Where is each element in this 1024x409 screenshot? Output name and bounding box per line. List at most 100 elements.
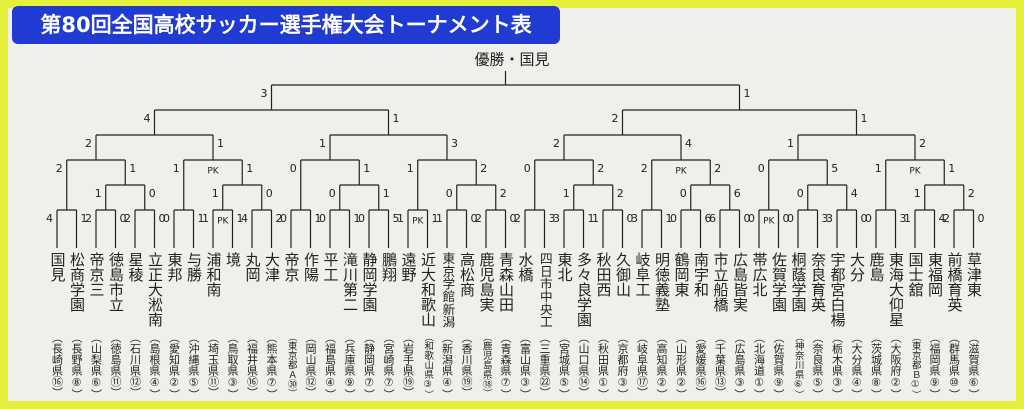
team-name: 立正大淞南 [146,252,164,327]
team-region: （和歌山県③） [422,332,434,400]
score: 1 [436,212,443,225]
team-name: 多々良学園 [575,252,593,327]
team-name: 東福岡 [926,252,944,297]
score: 6 [705,212,712,225]
team-region: （秋田県①） [596,332,610,400]
score: 1 [914,187,921,200]
team-name: 南宇和 [692,252,710,297]
score: 4 [685,137,692,150]
team-name: 星稜 [126,252,145,282]
team-name: 草津東 [965,252,983,297]
pk-label: PK [217,217,229,227]
team-name: 市立船橋 [711,252,730,312]
pk-label: PK [763,217,775,227]
team-name: 奈良育英 [809,252,827,312]
pk-label: PK [207,167,219,177]
team-region: （長野県⑧） [70,332,83,400]
team-name: 桐蔭学園 [789,252,808,312]
score: 2 [612,112,619,125]
team-name: 帝京三 [87,252,106,297]
score: 0 [329,187,336,200]
team-region: （千葉県⑬） [713,332,727,398]
score: 1 [129,162,136,175]
score: 2 [617,187,624,200]
score: 1 [393,112,400,125]
score: 4 [241,212,248,225]
pk-label: PK [412,217,424,227]
team-region: （福島県④） [323,332,337,400]
team-name: 浦和南 [204,252,223,297]
score: 0 [524,162,531,175]
team-region: （山口県⑭） [577,332,590,398]
team-region: （大分県④） [850,332,863,400]
team-region: （鳥取県③） [226,332,239,400]
score: 1 [246,162,253,175]
score: 6 [709,212,716,225]
score: 1 [173,162,180,175]
score: 2 [475,212,482,225]
score: 0 [159,212,166,225]
team-name: 作陽 [302,252,320,282]
score: 5 [393,212,400,225]
team-name: 水橋 [516,252,535,282]
team-name: 東京学館新潟 [440,252,456,328]
score: 2 [968,187,975,200]
score: 1 [666,212,673,225]
score: 0 [149,187,156,200]
score: 1 [397,212,404,225]
score: 3 [549,212,556,225]
score: 3 [631,212,638,225]
team-region: （熊本県⑦） [265,332,278,400]
team-region: （徳島県⑪） [109,332,122,398]
score: 1 [217,137,224,150]
score: 2 [514,212,521,225]
team-region: （奈良県⑤） [811,332,824,400]
score: 4 [46,212,53,225]
score: 1 [861,112,868,125]
score: 0 [797,187,804,200]
team-name: 鶴岡東 [672,252,691,297]
team-region: （静岡県⑦） [362,332,376,400]
team-region: （富山県③） [518,332,532,400]
team-region: （愛媛県⑯） [694,332,707,398]
score: 3 [822,212,829,225]
team-region: （高知県②） [655,332,668,400]
score: 0 [865,212,872,225]
score: 1 [904,212,911,225]
score: 0 [783,212,790,225]
team-name: 久御山 [614,252,632,297]
team-name: 宇都宮白楊 [828,252,847,327]
score: 4 [939,212,946,225]
score: 1 [198,212,205,225]
score: 1 [237,212,244,225]
team-region: （大阪府②） [889,332,902,400]
score: 4 [851,187,858,200]
score: 0 [670,212,677,225]
score: 2 [943,212,950,225]
team-name: 秋田西 [594,252,613,297]
team-region: （茨城県⑧） [869,332,883,400]
team-name: 大津 [263,252,281,282]
team-name: 丸岡 [243,252,262,282]
champion: 優勝・国見 [474,51,549,69]
team-region: （福井県⑯） [245,332,259,398]
team-name: 鵬翔 [380,252,398,282]
team-name: 平工 [321,252,340,282]
team-name: 国見 [48,252,67,282]
score: 2 [919,137,926,150]
team-region: （神奈川県⑥） [792,332,804,400]
score: 1 [744,87,751,100]
team-name: 松商学園 [68,252,86,312]
score: 2 [85,137,92,150]
score: 0 [744,212,751,225]
team-region: （兵庫県⑨） [343,332,356,400]
team-name: 岐阜工 [633,252,652,297]
score: 2 [500,187,507,200]
team-region: （島根県④） [148,332,161,400]
score: 0 [446,187,453,200]
score: 1 [354,212,361,225]
team-name: 前橋育英 [945,252,964,312]
team-name: 国士舘 [906,252,925,297]
